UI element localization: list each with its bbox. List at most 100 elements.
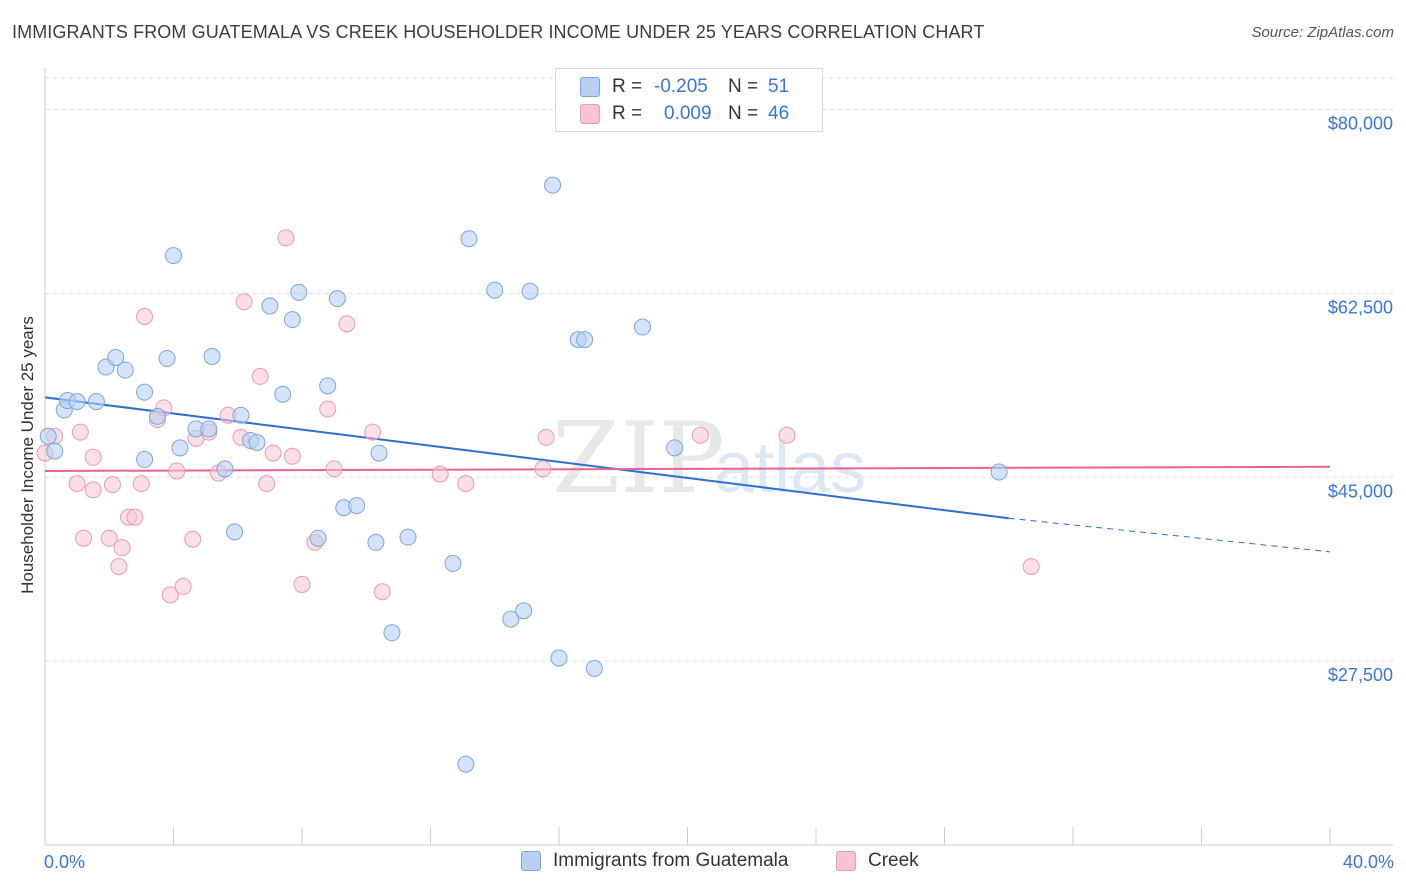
- guatemala-point: [248, 434, 266, 452]
- guatemala-point: [158, 350, 176, 368]
- creek-point: [338, 315, 356, 333]
- creek-point: [68, 475, 86, 493]
- guatemala-point: [136, 450, 154, 468]
- legend-item-creek: Creek: [836, 850, 919, 872]
- guatemala-point: [634, 318, 652, 336]
- legend-swatch-pink: [836, 851, 856, 871]
- creek-point: [258, 475, 276, 493]
- guatemala-point: [383, 624, 401, 642]
- creek-point: [126, 508, 144, 526]
- legend-row-creek: R = 0.009 N = 46: [580, 102, 789, 126]
- guatemala-point: [283, 311, 301, 329]
- creek-point: [184, 530, 202, 548]
- creek-point: [235, 293, 253, 311]
- guatemala-point: [171, 439, 189, 457]
- guatemala-point: [87, 393, 105, 411]
- legend-label-creek: Creek: [868, 850, 919, 871]
- guatemala-point: [216, 460, 234, 478]
- creek-point: [251, 367, 269, 385]
- chart-title: IMMIGRANTS FROM GUATEMALA VS CREEK HOUSE…: [12, 22, 985, 42]
- guatemala-point: [486, 281, 504, 299]
- creek-point: [103, 476, 121, 494]
- creek-point: [136, 308, 154, 326]
- series-creek-points: [36, 229, 1040, 604]
- guatemala-point: [274, 385, 292, 403]
- legend-n-label: N =: [728, 103, 759, 124]
- creek-point: [778, 426, 796, 444]
- creek-point: [75, 529, 93, 547]
- creek-point: [174, 578, 192, 596]
- legend-swatch-blue: [580, 77, 600, 97]
- guatemala-point: [399, 528, 417, 546]
- guatemala-point: [444, 554, 462, 572]
- guatemala-point: [165, 247, 182, 265]
- y-tick-label: $62,500: [1328, 297, 1393, 317]
- creek-point: [84, 448, 102, 466]
- source-label: Source: ZipAtlas.com: [1251, 24, 1394, 41]
- guatemala-point: [370, 444, 388, 462]
- guatemala-point: [990, 463, 1008, 481]
- creek-point: [537, 428, 555, 446]
- guatemala-point: [200, 420, 218, 438]
- creek-point: [373, 583, 391, 601]
- guatemala-point: [457, 755, 475, 773]
- guatemala-point: [107, 348, 125, 366]
- guatemala-point: [309, 529, 327, 547]
- legend-n-value: 51: [768, 76, 790, 97]
- legend-r-label: R =: [612, 103, 643, 124]
- guatemala-point: [585, 659, 603, 677]
- legend-swatch-pink: [580, 104, 600, 124]
- gridlines: [45, 77, 1393, 662]
- creek-point: [319, 400, 337, 418]
- x-tick-label-min: 0.0%: [44, 852, 86, 872]
- guatemala-point: [328, 290, 346, 308]
- creek-point: [283, 447, 301, 465]
- series-legend: Immigrants from Guatemala Creek: [0, 850, 1406, 878]
- watermark: ZIP atlas: [552, 402, 866, 516]
- legend-row-guatemala: R = -0.205 N = 51: [580, 75, 789, 99]
- guatemala-trend-extension: [1008, 517, 1331, 553]
- guatemala-point: [544, 176, 562, 194]
- creek-point: [264, 444, 282, 462]
- guatemala-point: [68, 393, 86, 411]
- guatemala-point: [290, 283, 308, 301]
- trend-lines: [44, 396, 1331, 553]
- watermark-zip: ZIP: [552, 402, 725, 516]
- y-tick-label: $27,500: [1328, 665, 1393, 685]
- guatemala-point: [261, 297, 279, 315]
- creek-point: [457, 475, 475, 493]
- guatemala-point: [576, 331, 594, 349]
- creek-point: [364, 423, 382, 441]
- guatemala-point: [39, 427, 57, 445]
- guatemala-point: [348, 497, 366, 515]
- guatemala-point: [46, 442, 64, 460]
- creek-point: [113, 539, 131, 557]
- guatemala-point: [136, 383, 154, 401]
- y-tick-label: $80,000: [1328, 114, 1393, 134]
- creek-point: [277, 229, 295, 247]
- series-guatemala-points: [39, 176, 1008, 773]
- guatemala-point: [515, 602, 533, 620]
- x-tick-label-max: 40.0%: [1342, 852, 1394, 872]
- guatemala-point: [550, 649, 568, 667]
- correlation-legend: R = -0.205 N = 51 R = 0.009 N = 46: [555, 68, 823, 132]
- legend-r-value: -0.205: [654, 76, 708, 97]
- legend-n-value: 46: [768, 103, 790, 124]
- guatemala-point: [521, 282, 539, 300]
- creek-point: [84, 481, 102, 499]
- creek-point: [431, 465, 449, 483]
- legend-swatch-blue: [521, 851, 541, 871]
- y-tick-label: $45,000: [1328, 481, 1393, 501]
- creek-point: [691, 426, 709, 444]
- creek-point: [161, 586, 179, 604]
- creek-point: [168, 462, 186, 480]
- creek-point: [293, 575, 311, 593]
- legend-item-guatemala: Immigrants from Guatemala: [521, 850, 788, 872]
- guatemala-point: [226, 523, 244, 541]
- legend-r-value: 0.009: [664, 103, 712, 124]
- guatemala-point: [460, 230, 478, 248]
- legend-r-label: R =: [612, 76, 643, 97]
- creek-point: [132, 475, 150, 493]
- guatemala-point: [148, 407, 166, 425]
